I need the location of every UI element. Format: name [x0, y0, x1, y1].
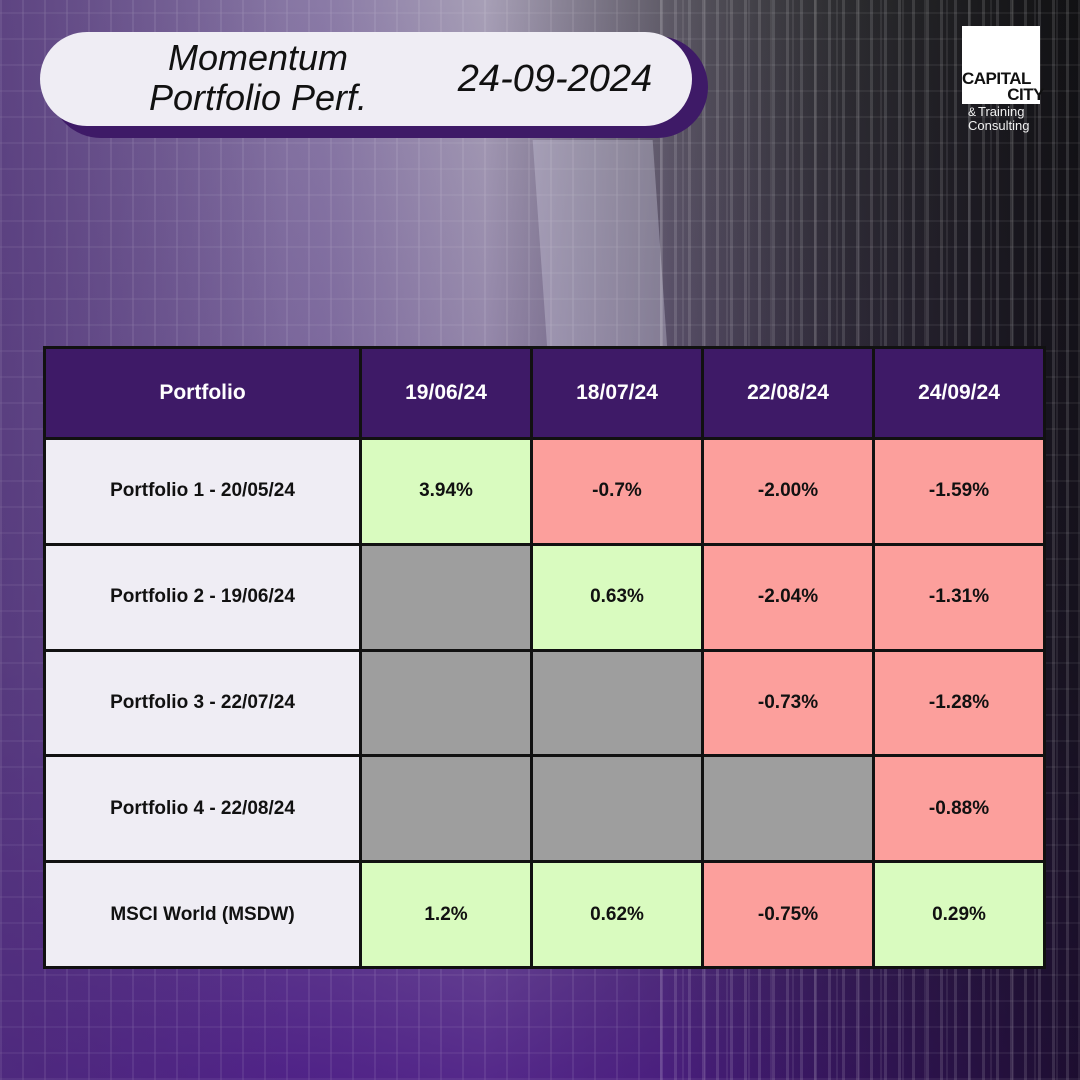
logo-consulting: Consulting [968, 118, 1030, 133]
page-date: 24-09-2024 [457, 58, 653, 100]
negative-value-cell: -0.75% [701, 860, 875, 969]
negative-value-cell: -1.59% [872, 437, 1046, 546]
row-label: Portfolio 3 - 22/07/24 [43, 648, 362, 758]
negative-value-cell: -2.00% [701, 437, 875, 546]
title-pill [40, 32, 692, 126]
logo-ampersand: & [968, 105, 977, 119]
column-header-portfolio: Portfolio [43, 346, 362, 440]
logo-training: Training [978, 104, 1025, 119]
row-label: Portfolio 1 - 20/05/24 [43, 437, 362, 546]
logo-capital: CAPITAL [962, 69, 1031, 88]
empty-cell [359, 648, 533, 758]
negative-value-cell: -1.28% [872, 648, 1046, 758]
table-row: Portfolio 4 - 22/08/24 -0.88% [43, 754, 1046, 864]
column-header-date: 24/09/24 [872, 346, 1046, 440]
column-header-date: 22/08/24 [701, 346, 875, 440]
positive-value-cell: 0.62% [530, 860, 704, 969]
empty-cell [359, 542, 533, 652]
empty-cell [359, 754, 533, 864]
row-label: MSCI World (MSDW) [43, 860, 362, 969]
page-title: Momentum Portfolio Perf. [148, 37, 368, 118]
table-row: Portfolio 2 - 19/06/24 0.63% -2.04% -1.31% [43, 542, 1046, 652]
logo-city: CITY [1007, 85, 1044, 104]
negative-value-cell: -0.73% [701, 648, 875, 758]
column-header-date: 19/06/24 [359, 346, 533, 440]
positive-value-cell: 0.29% [872, 860, 1046, 969]
empty-cell [530, 648, 704, 758]
negative-value-cell: -0.7% [530, 437, 704, 546]
negative-value-cell: -2.04% [701, 542, 875, 652]
negative-value-cell: -0.88% [872, 754, 1046, 864]
table-row: MSCI World (MSDW) 1.2% 0.62% -0.75% 0.29% [43, 860, 1046, 969]
row-label: Portfolio 2 - 19/06/24 [43, 542, 362, 652]
table-header-row: Portfolio 19/06/24 18/07/24 22/08/24 24/09/2… [43, 346, 1046, 440]
positive-value-cell: 0.63% [530, 542, 704, 652]
empty-cell [701, 754, 875, 864]
table-body: Portfolio 1 - 20/05/24 3.94% -0.7% -2.00% -1… [43, 437, 1046, 969]
performance-table-wrapper: Portfolio 19/06/24 18/07/24 22/08/24 24/09/2… [43, 346, 1046, 969]
logo-box [962, 26, 1040, 104]
column-header-date: 18/07/24 [530, 346, 704, 440]
negative-value-cell: -1.31% [872, 542, 1046, 652]
positive-value-cell: 3.94% [359, 437, 533, 546]
performance-table: Portfolio 19/06/24 18/07/24 22/08/24 24/09/2… [43, 346, 1046, 969]
table-row: Portfolio 3 - 22/07/24 -0.73% -1.28% [43, 648, 1046, 758]
table-row: Portfolio 1 - 20/05/24 3.94% -0.7% -2.00% -1… [43, 437, 1046, 546]
positive-value-cell: 1.2% [359, 860, 533, 969]
row-label: Portfolio 4 - 22/08/24 [43, 754, 362, 864]
capital-city-logo: CAPITAL CITY & Training Consulting [962, 26, 1045, 134]
empty-cell [530, 754, 704, 864]
